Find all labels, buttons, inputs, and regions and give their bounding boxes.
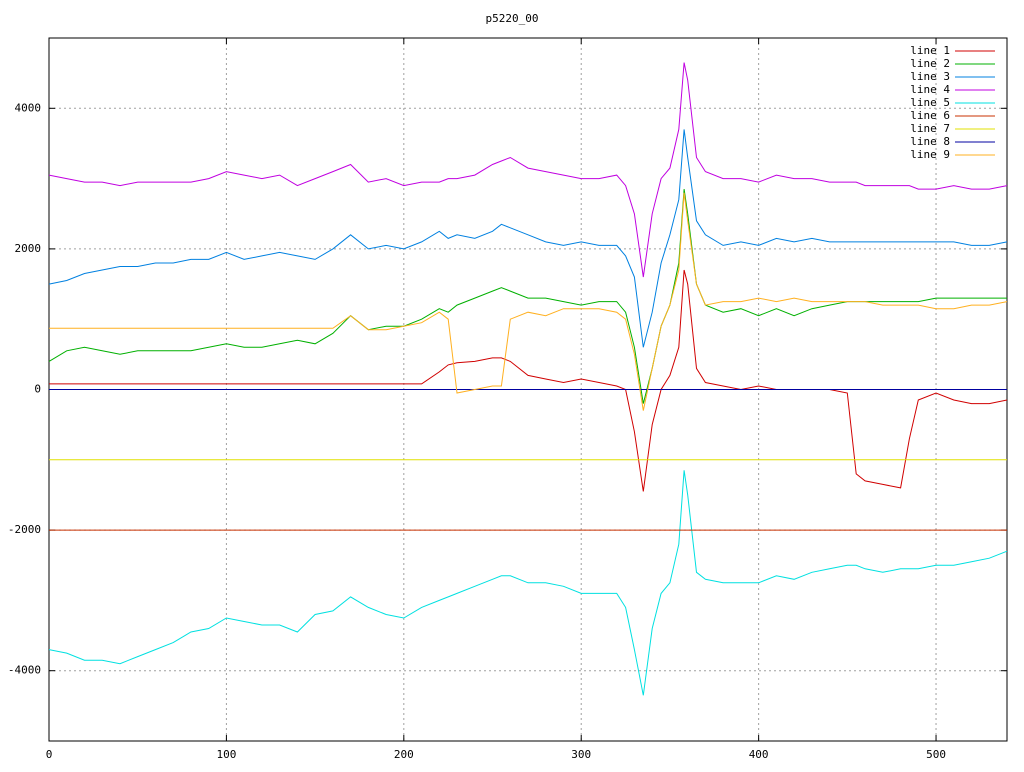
y-tick-label: 4000	[15, 101, 42, 114]
x-tick-label: 500	[926, 748, 946, 761]
x-tick-label: 400	[749, 748, 769, 761]
data-line	[49, 192, 1008, 411]
y-tick-label: 2000	[15, 242, 42, 255]
legend-label: line 7	[910, 122, 950, 135]
legend-label: line 1	[910, 44, 950, 57]
legend-label: line 3	[910, 70, 950, 83]
data-line	[48, 62, 1008, 278]
y-tick-label: -2000	[8, 523, 41, 536]
x-tick-label: 100	[216, 748, 236, 761]
legend-label: line 9	[910, 148, 950, 161]
data-line	[48, 470, 1008, 696]
chart-title: p5220_00	[486, 12, 539, 25]
legend-label: line 4	[910, 83, 950, 96]
data-line	[48, 129, 1008, 348]
legend-label: line 6	[910, 109, 950, 122]
y-tick-label: 0	[34, 383, 41, 396]
x-tick-label: 200	[394, 748, 414, 761]
data-line	[49, 269, 1008, 492]
legend-label: line 8	[910, 135, 950, 148]
x-tick-label: 0	[46, 748, 53, 761]
y-tick-label: -4000	[8, 664, 41, 677]
legend-label: line 2	[910, 57, 950, 70]
data-line	[48, 189, 1007, 404]
x-tick-label: 300	[571, 748, 591, 761]
legend-label: line 5	[910, 96, 950, 109]
